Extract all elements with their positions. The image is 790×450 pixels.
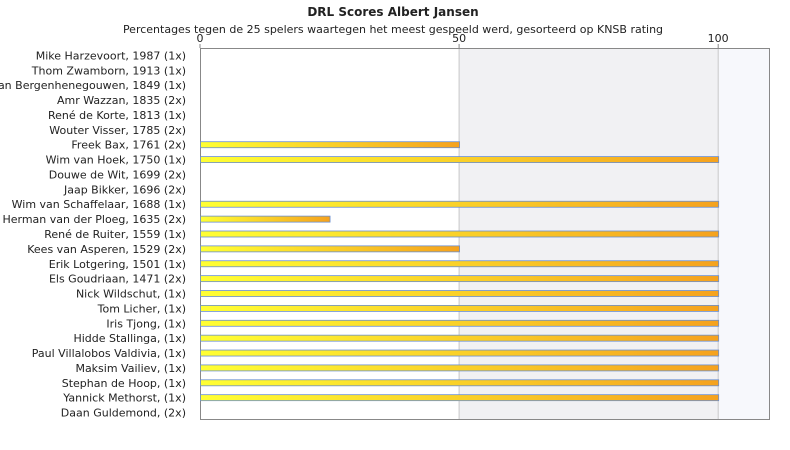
bar xyxy=(200,364,720,372)
category-label: Iris Tjong, (1x) xyxy=(106,317,186,330)
category-label: Douwe de Wit, 1699 (2x) xyxy=(49,168,186,181)
tick-label-50: 50 xyxy=(452,32,466,45)
category-label: Daan Guldemond, (2x) xyxy=(61,407,186,420)
tick-label-100: 100 xyxy=(708,32,729,45)
category-label: Kees van Asperen, 1529 (2x) xyxy=(27,243,186,256)
category-label: Wim van Schaffelaar, 1688 (1x) xyxy=(12,198,186,211)
category-label: Mark van Bergenhenegouwen, 1849 (1x) xyxy=(0,79,186,92)
bar xyxy=(200,379,720,387)
category-label: Stephan de Hoop, (1x) xyxy=(62,377,186,390)
bar xyxy=(200,290,720,297)
category-label: René de Korte, 1813 (1x) xyxy=(48,109,186,122)
bar xyxy=(200,156,720,164)
category-label: Wim van Hoek, 1750 (1x) xyxy=(46,154,186,167)
x-axis-ticks: 0 50 100 xyxy=(197,32,729,48)
bar xyxy=(200,275,720,283)
category-label: Hidde Stallinga, (1x) xyxy=(73,332,186,345)
category-label: Nick Wildschut, (1x) xyxy=(76,288,186,301)
bar xyxy=(200,304,720,312)
band-100-max xyxy=(718,48,770,420)
bar xyxy=(200,215,331,223)
bar xyxy=(200,334,720,342)
category-label: Amr Wazzan, 1835 (2x) xyxy=(57,94,186,107)
bar xyxy=(200,394,720,402)
category-label: René de Ruiter, 1559 (1x) xyxy=(44,228,186,241)
bar xyxy=(200,230,720,238)
tick-label-0: 0 xyxy=(197,32,204,45)
bar xyxy=(200,245,460,253)
chart-title: DRL Scores Albert Jansen xyxy=(307,5,478,19)
category-label: Jaap Bikker, 1696 (2x) xyxy=(63,183,186,196)
category-label: Maksim Vailiev, (1x) xyxy=(75,362,186,375)
chart-subtitle: Percentages tegen de 25 spelers waartege… xyxy=(123,23,663,36)
category-label: Paul Villalobos Valdivia, (1x) xyxy=(32,347,186,360)
bars xyxy=(200,141,720,402)
bar xyxy=(200,200,720,208)
category-label: Mike Harzevoort, 1987 (1x) xyxy=(36,49,186,62)
category-label: Els Goudriaan, 1471 (2x) xyxy=(49,273,186,286)
category-label: Thom Zwamborn, 1913 (1x) xyxy=(31,64,186,77)
bar xyxy=(200,260,720,268)
category-label: Herman van der Ploeg, 1635 (2x) xyxy=(2,213,186,226)
category-label: Erik Lotgering, 1501 (1x) xyxy=(49,258,186,271)
bar xyxy=(200,141,460,149)
category-labels: Mike Harzevoort, 1987 (1x) Thom Zwamborn,… xyxy=(0,49,186,419)
bar xyxy=(200,319,720,327)
category-label: Freek Bax, 1761 (2x) xyxy=(71,139,186,152)
category-label: Yannick Methorst, (1x) xyxy=(62,392,186,405)
category-label: Wouter Visser, 1785 (2x) xyxy=(49,124,186,137)
bar xyxy=(200,349,720,357)
category-label: Tom Licher, (1x) xyxy=(97,302,186,315)
